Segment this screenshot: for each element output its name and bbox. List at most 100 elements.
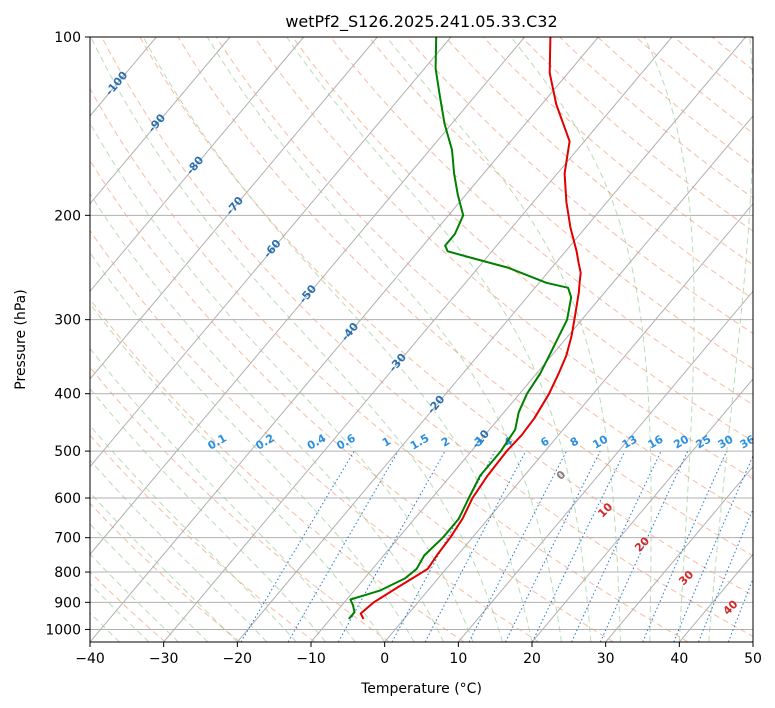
- x-axis: −40 −30 −20 −10 0 10 20 30 40 50: [75, 642, 762, 667]
- dry-adiabat-line: [90, 298, 465, 642]
- y-tick-label: 500: [54, 444, 81, 460]
- y-tick-label: 400: [54, 387, 81, 403]
- mixing-ratio-line: [287, 450, 399, 642]
- mixing-ratio-line: [337, 450, 446, 642]
- moist-adiabat-line: [90, 251, 415, 642]
- moist-adiabat-line: [708, 37, 753, 642]
- x-tick-label: −20: [223, 651, 253, 667]
- dry-adiabat-line: [90, 366, 390, 642]
- x-tick-label: 0: [380, 651, 389, 667]
- isotherm-line: [384, 202, 753, 642]
- mixing-ratio-label: 13: [620, 433, 640, 452]
- y-tick-label: 700: [54, 531, 81, 547]
- y-tick-label: 100: [54, 30, 81, 46]
- isotherm-line: [90, 37, 599, 642]
- y-tick-label: 1000: [45, 622, 81, 638]
- mixing-ratio-line: [424, 450, 527, 642]
- mixing-ratio-line: [698, 507, 753, 642]
- mixing-ratio-label: 0.1: [205, 432, 228, 453]
- y-tick-label: 600: [54, 491, 81, 507]
- moist-adiabat-line: [510, 37, 652, 642]
- mixing-ratio-line: [752, 639, 753, 642]
- dry-adiabat-line: [90, 571, 166, 642]
- mixing-ratio-line: [505, 450, 601, 642]
- mixing-ratio-line: [727, 577, 753, 642]
- mixing-ratio-label: 25: [693, 433, 713, 452]
- moist-adiabat-line: [142, 37, 533, 642]
- dry-adiabat-line: [406, 37, 753, 335]
- mixing-ratio-label: 0.2: [253, 432, 276, 453]
- profile-series: [348, 37, 582, 620]
- dry-adiabat-line: [101, 37, 753, 638]
- isotherm-line: [90, 37, 305, 293]
- x-tick-label: −30: [149, 651, 179, 667]
- moist-adiabat-line: [386, 37, 621, 642]
- isotherm-line: [752, 641, 753, 642]
- mixing-ratio-label: 16: [646, 432, 666, 451]
- dry-adiabat-line: [90, 229, 540, 642]
- dry-adiabat-line: [215, 37, 753, 518]
- moist-adiabat-line: [90, 491, 238, 642]
- dry-adiabat-line: [749, 37, 753, 40]
- isotherm-line: [457, 290, 753, 642]
- dry-adiabats: [90, 37, 753, 642]
- mixing-ratio-line: [531, 450, 626, 642]
- mixing-ratio-label: 20: [671, 432, 691, 451]
- y-axis-label: Pressure (hPa): [13, 289, 29, 389]
- isotherm-line: [90, 37, 526, 556]
- plot-frame: [89, 36, 754, 643]
- dry-adiabat-line: [711, 37, 753, 71]
- dry-adiabat-line: [90, 159, 614, 642]
- isotherm-line: [531, 378, 753, 642]
- dry-adiabat-line: [90, 502, 241, 642]
- moist-adiabat-label: 30: [676, 568, 696, 588]
- moist-adiabat-label: 10: [595, 500, 615, 520]
- dry-adiabat-line: [253, 37, 753, 480]
- moist-adiabat-label: 0: [554, 468, 569, 483]
- chart-title: wetPf2_S126.2025.241.05.33.C32: [285, 12, 557, 32]
- moist-adiabat-line: [90, 302, 386, 642]
- mixing-ratio-lines: [240, 450, 753, 642]
- moist-adiabat-label: 40: [721, 597, 741, 617]
- mixing-ratio-line: [642, 450, 728, 642]
- moist-adiabat-line: [90, 387, 327, 642]
- isotherm-line: [90, 37, 378, 380]
- dry-adiabat-line: [90, 87, 689, 642]
- x-tick-label: 40: [670, 651, 688, 667]
- moist-adiabat-line: [643, 37, 695, 642]
- y-tick-label: 800: [54, 565, 81, 581]
- moist-adiabat-line: [90, 583, 150, 642]
- moist-adiabat-line: [90, 192, 445, 642]
- y-tick-label: 200: [54, 208, 81, 224]
- x-tick-label: −10: [296, 651, 326, 667]
- mixing-ratio-label: 6: [538, 434, 551, 449]
- y-tick-label: 300: [54, 313, 81, 329]
- moist-adiabat-line: [90, 37, 503, 642]
- moist-adiabat-line: [90, 553, 179, 642]
- dry-adiabat-line: [177, 37, 753, 557]
- isobars: [90, 37, 753, 630]
- isotherm-line: [0, 37, 9, 642]
- isotherm-line: [605, 465, 753, 642]
- y-tick-label: 900: [54, 595, 81, 611]
- mixing-ratio-label: 2: [439, 435, 452, 450]
- y-axis: 100 200 300 400 500 600 700 800 900 1000: [45, 30, 90, 638]
- x-axis-label: Temperature (°C): [360, 681, 482, 697]
- isotherm-line: [90, 37, 231, 205]
- mixing-ratio-label: 1: [380, 435, 393, 450]
- moist-adiabat-line: [90, 347, 356, 642]
- moist-adiabat-line: [286, 37, 592, 642]
- isotherms: [0, 37, 753, 642]
- isotherm-line: [310, 115, 753, 642]
- mixing-ratio-label: 36: [738, 432, 758, 451]
- x-tick-label: 20: [523, 651, 541, 667]
- isotherm-line: [236, 37, 747, 642]
- series-line-temperature: [359, 37, 582, 620]
- mixing-ratio-line: [240, 450, 355, 642]
- x-tick-label: 30: [597, 651, 615, 667]
- isotherm-line: [163, 37, 673, 642]
- moist-adiabats: [90, 37, 753, 642]
- x-tick-label: −40: [75, 651, 105, 667]
